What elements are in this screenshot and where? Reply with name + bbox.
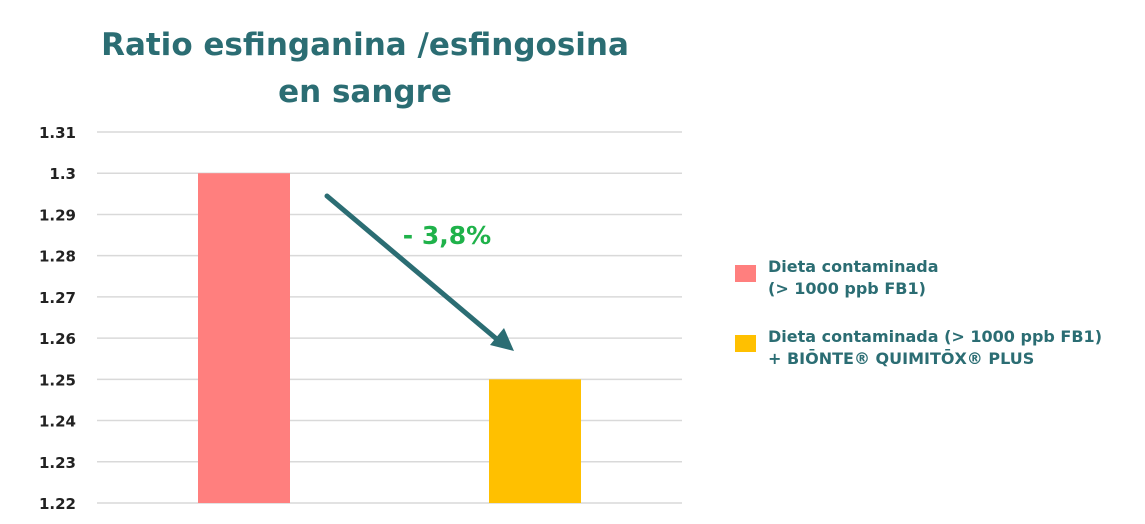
arrow-head xyxy=(490,328,514,351)
legend-swatch-yellow xyxy=(735,335,756,352)
y-tick-label: 1.22 xyxy=(39,495,76,513)
y-tick-label: 1.26 xyxy=(39,330,76,348)
legend: Dieta contaminada (> 1000 ppb FB1) Dieta… xyxy=(735,256,1102,396)
arrow-shaft xyxy=(324,193,502,344)
legend-label-contaminated: Dieta contaminada (> 1000 ppb FB1) xyxy=(768,256,939,300)
y-tick-label: 1.25 xyxy=(39,371,76,389)
y-axis-tick-labels: 1.31 1.3 1.29 1.28 1.27 1.26 1.25 1.24 1.23 1.22 xyxy=(39,124,76,513)
legend-swatch-red xyxy=(735,265,756,282)
bar-1 xyxy=(198,173,290,503)
y-tick-label: 1.3 xyxy=(49,165,76,183)
y-tick-label: 1.29 xyxy=(39,206,76,224)
y-tick-label: 1.28 xyxy=(39,248,76,266)
legend-label-quimitox-line-2: + BIŌNTE® QUIMITŌX® PLUS xyxy=(768,349,1035,368)
y-tick-label: 1.31 xyxy=(39,124,76,142)
decrease-arrow xyxy=(324,193,514,351)
chart-title-line-1: Ratio esfinganina /esfingosina xyxy=(101,27,629,63)
y-tick-label: 1.23 xyxy=(39,454,76,472)
y-tick-label: 1.24 xyxy=(39,413,76,431)
bar-2 xyxy=(489,379,581,503)
chart-title-line-2: en sangre xyxy=(278,74,452,110)
chart-title: Ratio esfinganina /esfingosina en sangre xyxy=(60,22,670,116)
legend-item-quimitox: Dieta contaminada (> 1000 ppb FB1) + BIŌ… xyxy=(735,326,1102,370)
grid-lines xyxy=(97,131,682,504)
legend-label-quimitox-line-1: Dieta contaminada (> 1000 ppb FB1) xyxy=(768,327,1102,346)
legend-label-contaminated-line-2: (> 1000 ppb FB1) xyxy=(768,279,926,298)
legend-label-contaminated-line-1: Dieta contaminada xyxy=(768,257,939,276)
legend-item-contaminated: Dieta contaminada (> 1000 ppb FB1) xyxy=(735,256,1102,300)
y-tick-label: 1.27 xyxy=(39,289,76,307)
percent-change-label: - 3,8% xyxy=(403,221,491,250)
bars xyxy=(198,173,581,503)
legend-label-quimitox: Dieta contaminada (> 1000 ppb FB1) + BIŌ… xyxy=(768,326,1102,370)
